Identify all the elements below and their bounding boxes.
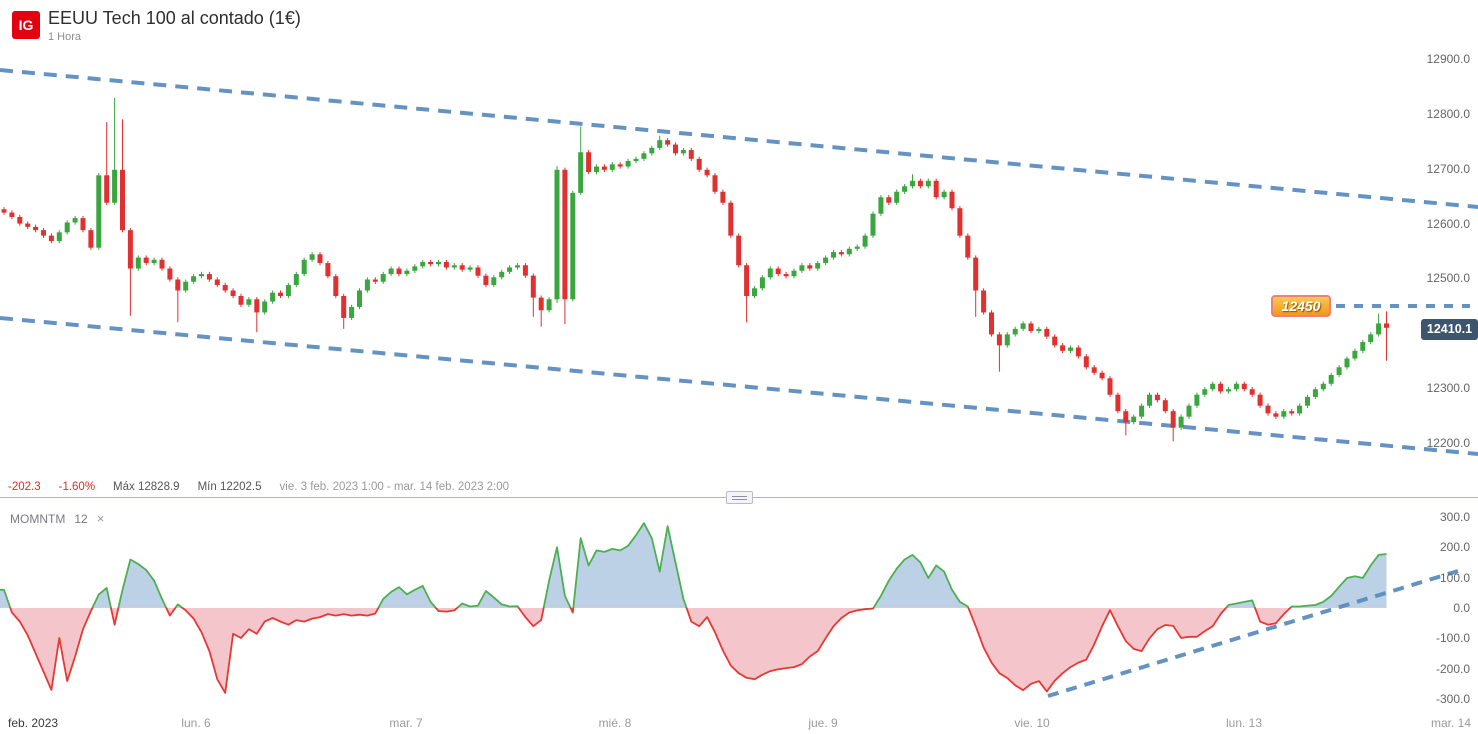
channel-line [0,316,1478,456]
change-percent: -1.60% [58,481,96,493]
trend-channel [0,68,1478,456]
momentum-area-positive [0,523,1387,609]
min-price: Mín 12202.5 [198,481,262,493]
panel-resize-handle[interactable] [726,491,753,504]
momentum-plot [0,522,1387,694]
status-bar: -202.3 -1.60% Máx 12828.9 Mín 12202.5 vi… [8,481,509,493]
momentum-area-negative [0,607,1387,693]
timeframe-label: 1 Hora [48,31,82,43]
momentum-line-negative [9,607,1292,694]
instrument-title: EEUU Tech 100 al contado (1€) [48,8,301,28]
indicator-row: MOMNTM 12 × [10,512,104,526]
candlesticks [1,97,1389,442]
min-value: 12202.5 [219,481,262,493]
momentum-trendline [1047,569,1459,698]
max-price: Máx 12828.9 [113,481,180,493]
channel-line [0,68,1478,209]
change-value: -202.3 [8,481,41,493]
date-range: vie. 3 feb. 2023 1:00 - mar. 14 feb. 202… [279,481,510,493]
current-price-tag: 12410.1 [1421,319,1478,340]
min-label: Mín [197,481,217,493]
price-alert-tag[interactable]: 12450 [1271,295,1331,317]
indicator-close-icon[interactable]: × [96,511,105,526]
max-label: Máx [113,481,135,493]
indicator-name: MOMNTM [10,512,66,526]
indicator-period: 12 [74,512,88,526]
ig-logo: IG [12,11,40,39]
max-value: 12828.9 [137,481,180,493]
